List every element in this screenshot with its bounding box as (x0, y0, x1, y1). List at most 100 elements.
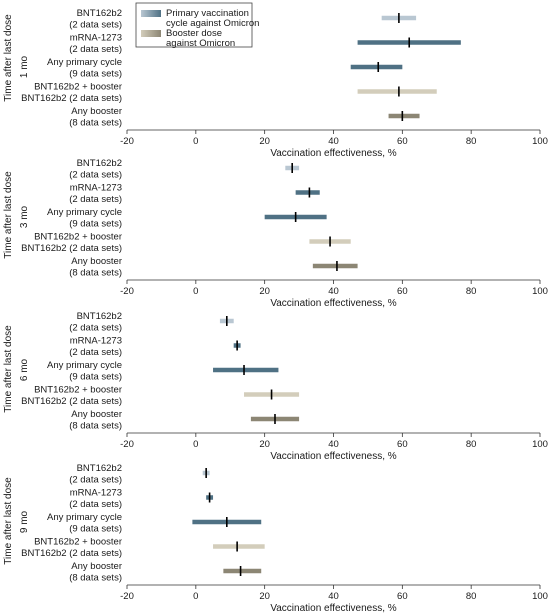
row-label: BNT162b2 + booster (34, 232, 122, 243)
ci-bar (213, 544, 265, 549)
ci-bar (312, 263, 358, 269)
row-label: (9 data sets) (69, 219, 122, 230)
row-label: Any booster (71, 561, 122, 572)
row-label: (8 data sets) (69, 421, 122, 432)
row-label: BNT162b2 (77, 311, 122, 322)
x-axis-title: Vaccination effectiveness, % (270, 603, 396, 614)
row-label: BNT162b2 (2 data sets) (21, 243, 122, 254)
y-axis-label: Time after last dose (3, 477, 14, 565)
x-tick-label: 60 (397, 591, 408, 602)
row-label: BNT162b2 (2 data sets) (21, 93, 122, 104)
row-label: BNT162b2 + booster (34, 537, 122, 548)
row-label: BNT162b2 (77, 463, 122, 474)
row-label: (2 data sets) (69, 347, 122, 358)
x-tick-label: -20 (120, 439, 134, 450)
x-tick-label: 80 (466, 591, 477, 602)
x-tick-label: 80 (466, 286, 477, 297)
ci-bar (295, 190, 320, 195)
row-label: BNT162b2 (77, 8, 122, 19)
row-label: (2 data sets) (69, 20, 122, 31)
row-label: (9 data sets) (69, 524, 122, 535)
legend-label: cycle against Omicron (166, 18, 259, 29)
legend-label: Primary vaccination (166, 8, 249, 19)
x-tick-label: 60 (397, 136, 408, 147)
x-tick-label: 80 (466, 439, 477, 450)
x-axis-title: Vaccination effectiveness, % (270, 451, 396, 462)
x-tick-label: 20 (259, 439, 270, 450)
row-label: (2 data sets) (69, 170, 122, 181)
x-tick-label: 100 (532, 286, 548, 297)
ci-bar (223, 568, 262, 574)
x-tick-label: 20 (259, 136, 270, 147)
x-tick-label: 100 (532, 591, 548, 602)
panel-time-label: 6 mo (19, 358, 30, 381)
ci-bar (350, 64, 403, 70)
row-label: BNT162b2 (2 data sets) (21, 548, 122, 559)
row-label: mRNA-1273 (70, 488, 122, 499)
legend-swatch (141, 10, 161, 17)
row-label: BNT162b2 (77, 158, 122, 169)
row-label: Any booster (71, 256, 122, 267)
row-label: (2 data sets) (69, 44, 122, 55)
panel-time-label: 3 mo (19, 205, 30, 228)
x-tick-label: 20 (259, 591, 270, 602)
row-label: BNT162b2 (2 data sets) (21, 396, 122, 407)
legend-label: against Omicron (166, 38, 235, 49)
row-label: (9 data sets) (69, 69, 122, 80)
x-tick-label: 80 (466, 136, 477, 147)
x-tick-label: -20 (120, 591, 134, 602)
row-label: (9 data sets) (69, 372, 122, 383)
row-label: BNT162b2 + booster (34, 82, 122, 93)
y-axis-label: Time after last dose (3, 171, 14, 259)
row-label: (8 data sets) (69, 573, 122, 584)
row-label: (2 data sets) (69, 475, 122, 486)
x-tick-label: 60 (397, 439, 408, 450)
row-label: (2 data sets) (69, 194, 122, 205)
row-label: (2 data sets) (69, 323, 122, 334)
row-label: mRNA-1273 (70, 183, 122, 194)
x-tick-label: 100 (532, 136, 548, 147)
row-label: Any primary cycle (47, 512, 122, 523)
x-tick-label: 100 (532, 439, 548, 450)
ci-bar (357, 89, 437, 94)
row-label: Any primary cycle (47, 57, 122, 68)
x-tick-label: 40 (328, 439, 339, 450)
y-axis-label: Time after last dose (3, 325, 14, 413)
x-tick-label: 40 (328, 136, 339, 147)
ci-bar (213, 367, 279, 373)
ci-bar (388, 113, 420, 119)
x-tick-label: 0 (193, 439, 198, 450)
x-tick-label: -20 (120, 136, 134, 147)
panel-time-label: 1 mo (19, 55, 30, 78)
panel-time-label: 9 mo (19, 510, 30, 533)
x-tick-label: 40 (328, 591, 339, 602)
row-label: Any primary cycle (47, 207, 122, 218)
x-tick-label: 20 (259, 286, 270, 297)
row-label: Any booster (71, 409, 122, 420)
legend-swatch (141, 30, 161, 37)
x-tick-label: -20 (120, 286, 134, 297)
row-label: Any booster (71, 106, 122, 117)
legend-label: Booster dose (166, 28, 222, 39)
row-label: (2 data sets) (69, 499, 122, 510)
x-tick-label: 40 (328, 286, 339, 297)
row-label: BNT162b2 + booster (34, 385, 122, 396)
x-axis-title: Vaccination effectiveness, % (270, 298, 396, 309)
x-axis-title: Vaccination effectiveness, % (270, 148, 396, 159)
x-tick-label: 0 (193, 591, 198, 602)
x-tick-label: 0 (193, 286, 198, 297)
row-label: Any primary cycle (47, 360, 122, 371)
row-label: mRNA-1273 (70, 33, 122, 44)
row-label: (8 data sets) (69, 268, 122, 279)
row-label: (8 data sets) (69, 118, 122, 129)
row-label: mRNA-1273 (70, 336, 122, 347)
x-tick-label: 0 (193, 136, 198, 147)
x-tick-label: 60 (397, 286, 408, 297)
y-axis-label: Time after last dose (3, 14, 14, 102)
